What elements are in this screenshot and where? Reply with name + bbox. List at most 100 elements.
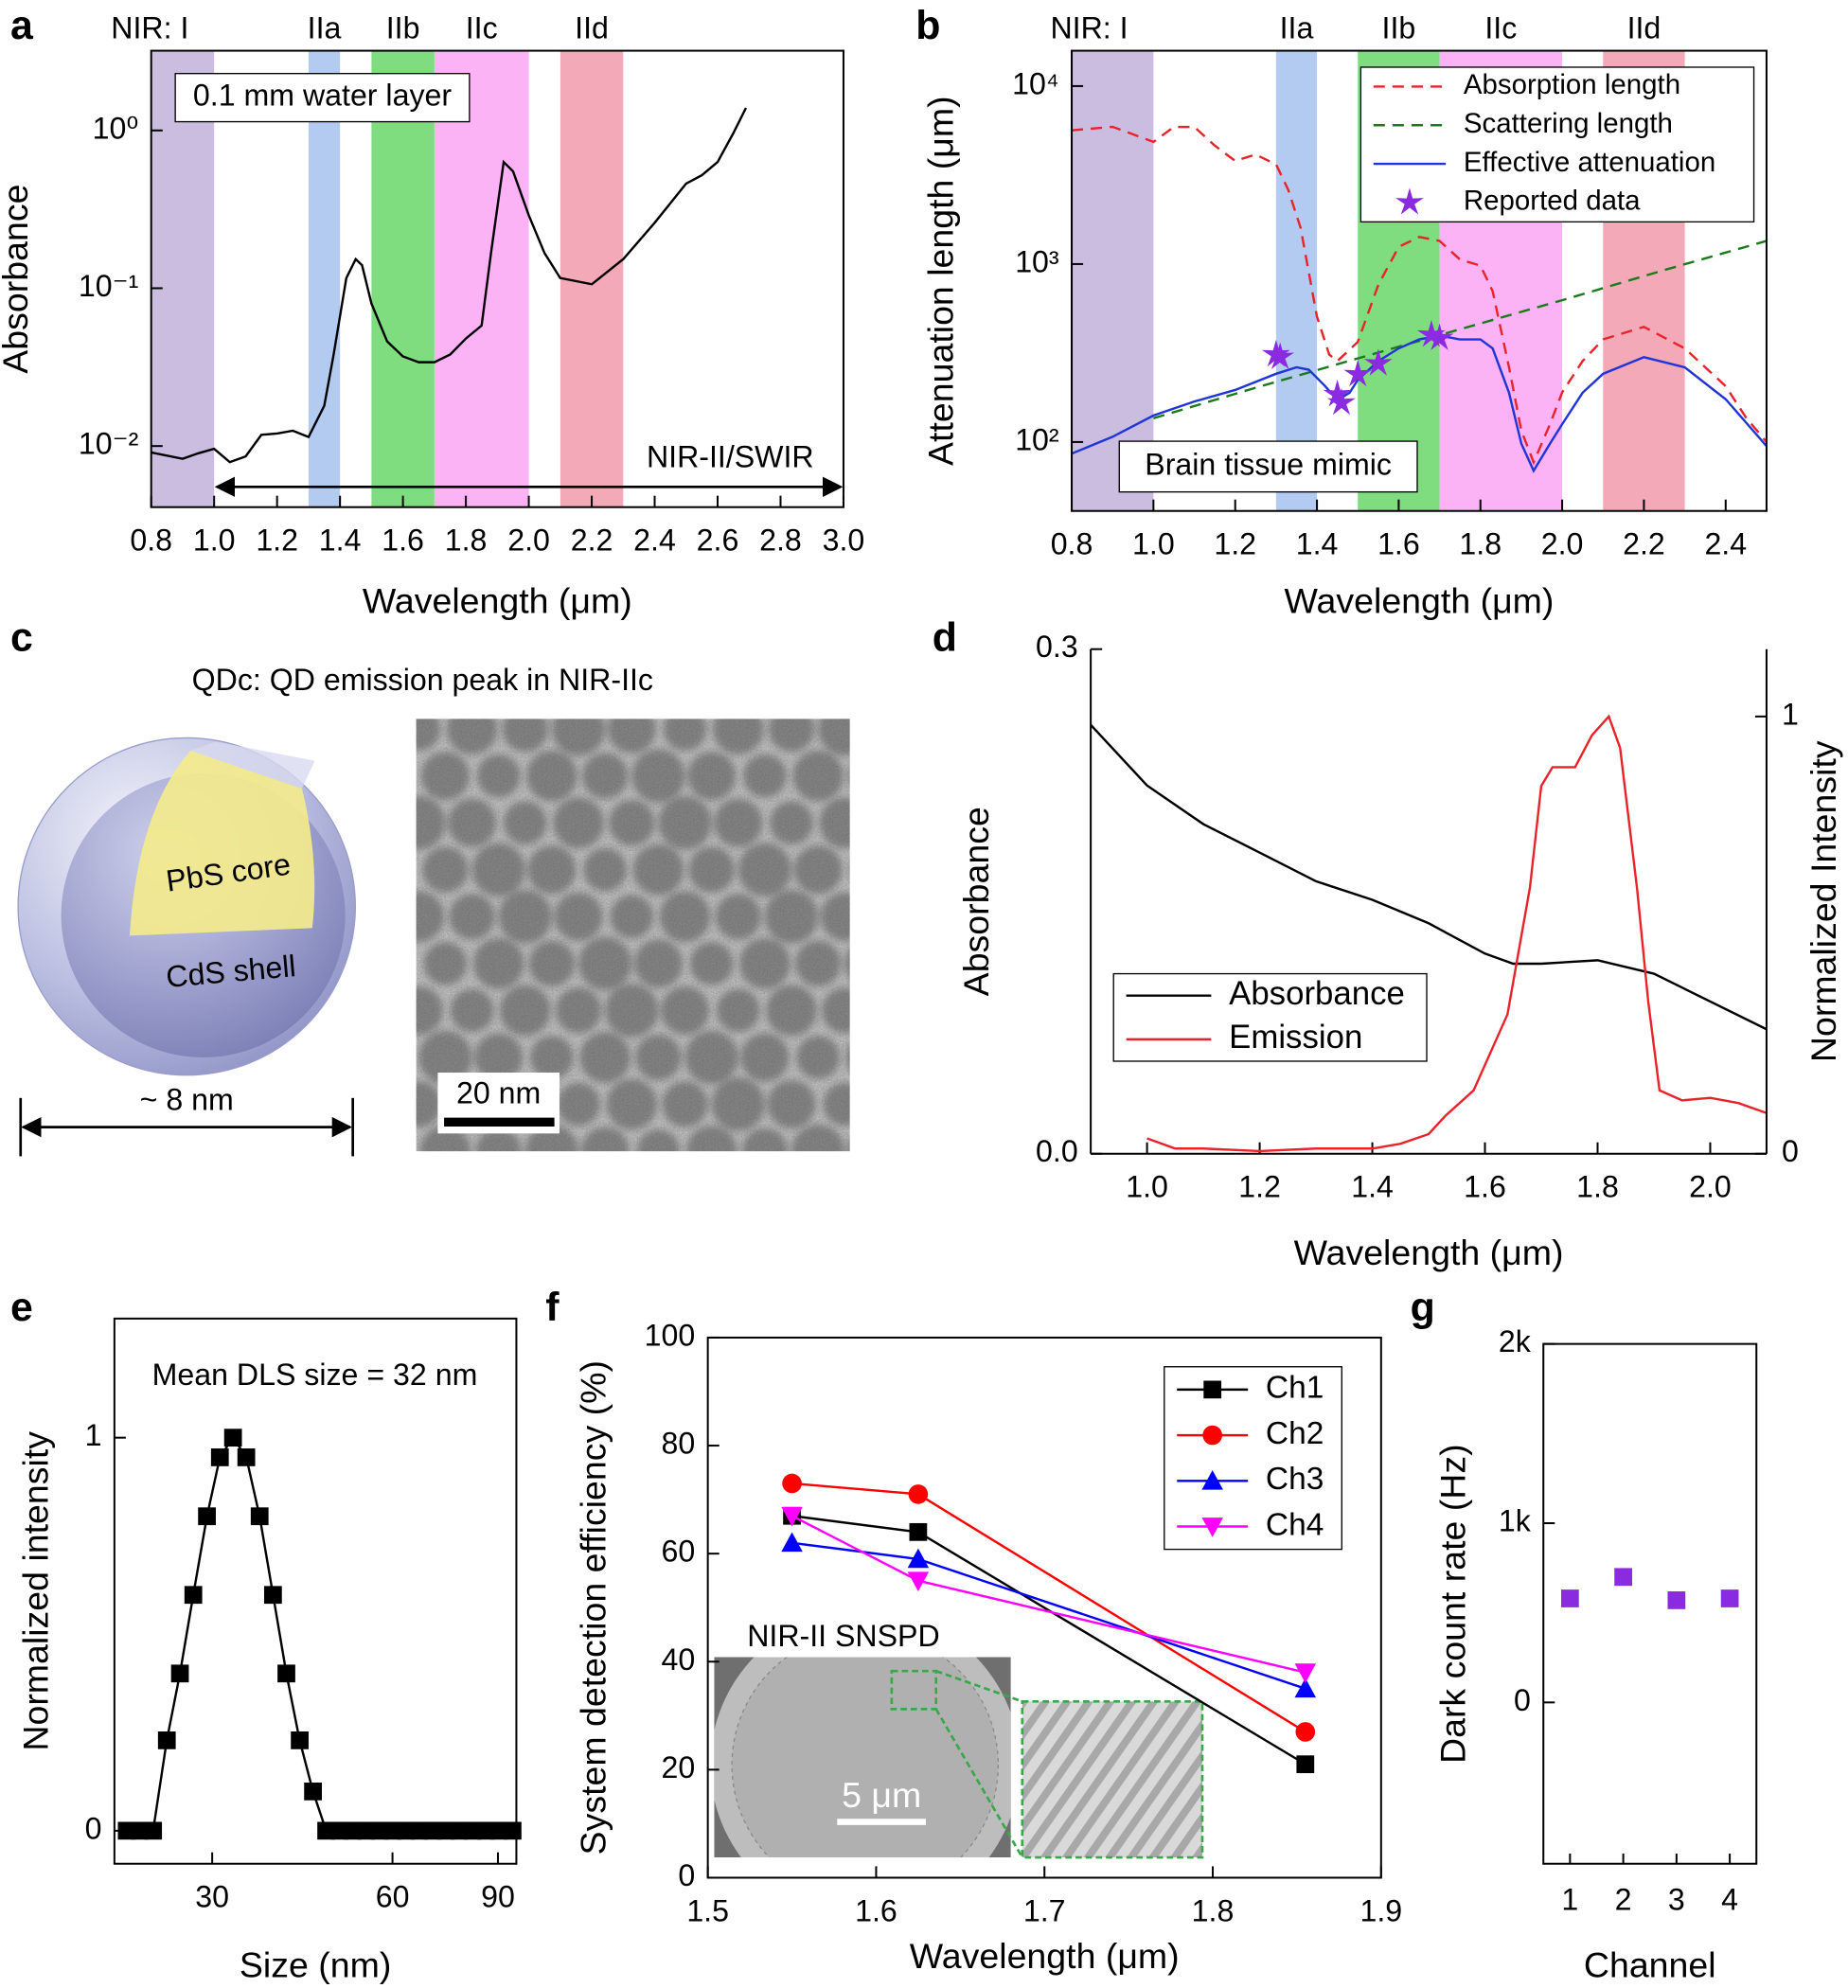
legend-box [1164,1366,1342,1551]
tem-particle [818,719,850,756]
band-label: IId [1627,11,1661,45]
x-tick-label: 1.9 [1359,1893,1402,1927]
legend-label: Effective attenuation [1464,147,1715,178]
annotation-box [174,73,471,123]
marker [1294,1677,1317,1698]
panel-letter: g [1411,1285,1435,1330]
marker [317,1821,335,1840]
legend-label: Scattering length [1464,108,1673,139]
tem-particle [583,847,627,892]
panel: NIR: I IIa IIb IIc IId 0.8 1.0 1.2 1.4 1.6 1.8 2.0 2… [0,3,864,621]
x-axis-label: Wavelength (μm) [1285,580,1555,620]
tem-particle [578,936,632,990]
tem-particle [633,939,683,988]
marker [237,1448,256,1466]
tem-particle [472,938,524,989]
series-line [151,107,748,464]
legend-marker [1203,1380,1222,1399]
marker [436,1821,455,1840]
tem-particle [687,752,737,801]
inset-title: NIR-II SNSPD [747,1619,939,1653]
band-label: IIa [1280,11,1314,45]
y-tick-label: 0.3 [1036,630,1078,664]
x-tick-label: 1.6 [1377,527,1420,561]
plot-frame [706,1336,1382,1879]
tem-particle [795,940,842,986]
marker [1323,379,1352,407]
tem-particle [418,1030,472,1085]
band [371,50,435,507]
marker [410,1821,429,1840]
tem-particle [416,985,443,1035]
legend-label: Emission [1229,1019,1362,1056]
y-tick-label: 20 [662,1750,696,1784]
y-tick-label: 1k [1499,1503,1532,1537]
tem-particle [767,1080,816,1128]
marker [1614,1568,1632,1587]
band-label: IIc [1484,11,1517,45]
x-tick-label: 2.6 [697,524,739,558]
marker [157,1731,176,1749]
panel-letter: a [10,3,34,48]
tem-particle [420,752,470,801]
panel-f-inset: 5 μm NIR-II SNSPD [714,1619,1204,1859]
tem-particle [740,1033,790,1082]
tem-particle [711,1077,765,1131]
tem-particle [792,750,844,802]
x-tick-label: 3.0 [823,524,865,558]
x-tick-label: 2.4 [633,524,676,558]
band [560,50,624,507]
marker [781,1506,803,1527]
tem-particle [580,1127,630,1152]
band [151,50,215,507]
tem-particle [796,1036,840,1079]
cut-face [190,741,315,790]
band [308,50,341,507]
y-axis-label: Normalized intensity [15,1431,55,1751]
x-tick-label: 1.6 [1464,1170,1506,1204]
tem-particle [610,895,654,939]
x-tick-label: 2.2 [1623,527,1665,561]
y-tick-label: 10⁰ [93,111,139,145]
plot-frame [1071,49,1768,512]
tem-particle [474,1033,524,1082]
y2-tick-label: 0 [1782,1134,1799,1168]
tem-particle [850,848,894,892]
sem-scale-label: 5 μm [842,1775,921,1815]
marker [263,1586,282,1605]
marker [1416,320,1446,347]
tem-particle [422,846,469,893]
marker [1720,1589,1739,1607]
annotation: Mean DLS size = 32 nm [152,1358,478,1392]
x-tick-label: 1.8 [1576,1170,1619,1204]
x-tick-label: 4 [1721,1882,1738,1916]
tem-particle [632,843,684,896]
tem-particle [822,987,850,1034]
y-tick-label: 10⁴ [1012,66,1059,100]
tem-particle [793,845,843,895]
y-tick-label: 1 [85,1418,102,1452]
tem-particle [768,719,815,753]
x-tick-label: 1.0 [1126,1170,1168,1204]
tem-particle [688,846,735,893]
annotation: Brain tissue mimic [1145,447,1392,481]
legend-marker [1395,187,1424,215]
y-tick-label: 60 [662,1535,696,1569]
marker [210,1448,229,1466]
legend-marker [1201,1470,1223,1490]
band-label: IIb [1382,11,1416,45]
tem-particle [526,750,578,802]
x-tick-label: 2.2 [571,524,613,558]
tem-particle [819,797,850,848]
marker [198,1507,216,1526]
x-axis-label: Wavelength (μm) [910,1936,1180,1976]
marker [782,1473,802,1494]
marker [170,1664,189,1683]
marker [504,1821,522,1840]
y-tick-label: 100 [645,1318,696,1352]
panel-letter: d [933,615,957,661]
marker [1425,323,1454,350]
marker [1327,387,1356,416]
y-tick-label: 10³ [1015,244,1059,278]
